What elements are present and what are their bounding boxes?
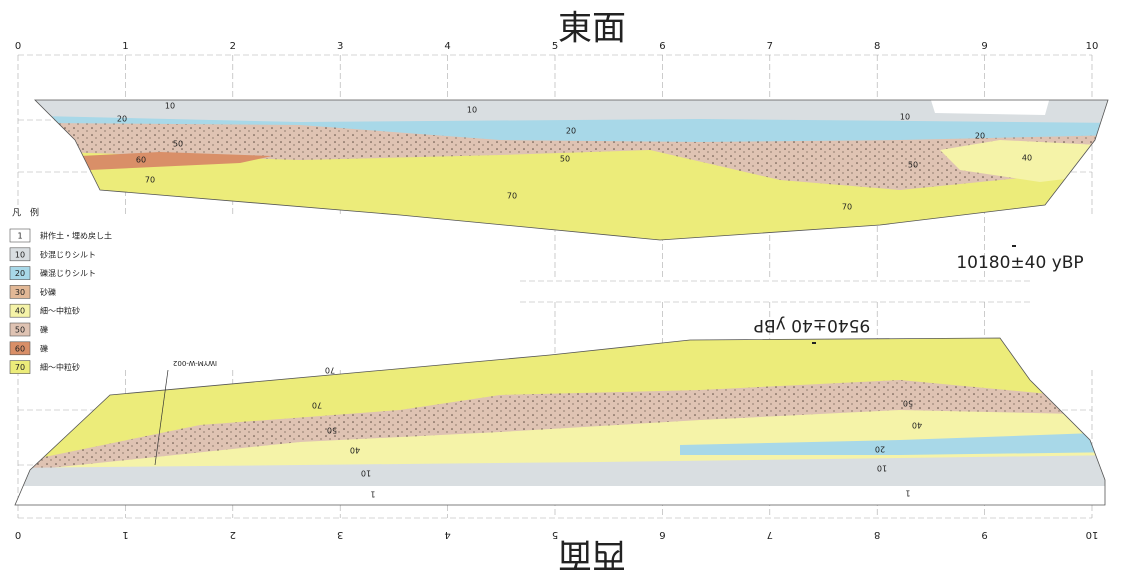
scale-label: 5 xyxy=(552,529,558,540)
scale-label: 3 xyxy=(337,529,343,540)
scale-label: 7 xyxy=(767,41,773,52)
layer-label: 70 xyxy=(312,401,322,410)
legend-code: 50 xyxy=(15,326,25,335)
scale-label: 10 xyxy=(1086,529,1099,540)
legend-code: 20 xyxy=(15,269,25,278)
title-west: 西面 xyxy=(558,535,626,575)
legend-label: 細～中粒砂 xyxy=(40,362,80,372)
sample-mark xyxy=(812,342,816,344)
section-diagram: 東面西面 0 1 2 3 4 5 6 7 8 9 10 0 1 2 3 4 5 6 7 8 9 10 凡 例 1 耕作土・埋め戻し… xyxy=(0,0,1124,574)
scale-label: 2 xyxy=(230,41,236,52)
layer-label: 50 xyxy=(908,161,918,170)
layer-label: 70 xyxy=(325,366,335,375)
scale-label: 6 xyxy=(659,529,665,540)
layer-label: 40 xyxy=(912,421,922,430)
scale-label: 9 xyxy=(981,41,987,52)
layer-label: 10 xyxy=(361,469,371,478)
layer-label: 50 xyxy=(560,155,570,164)
legend-label: 砂礫 xyxy=(40,287,56,297)
layer-label: 50 xyxy=(903,399,913,408)
scale-label: 1 xyxy=(122,529,128,540)
scale-label: 4 xyxy=(444,529,450,540)
scale-label: 3 xyxy=(337,41,343,52)
layer-label: 1 xyxy=(905,489,910,498)
legend-code: 40 xyxy=(15,307,25,316)
layer-label: 50 xyxy=(173,140,183,149)
legend-code: 10 xyxy=(15,250,25,259)
layer-label: 20 xyxy=(566,127,576,136)
layer-label: 10 xyxy=(467,106,477,115)
legend-label: 礫 xyxy=(40,325,48,335)
legend-code: 1 xyxy=(17,232,22,241)
legend-title: 凡 例 xyxy=(12,207,39,219)
legend-code: 60 xyxy=(15,344,25,353)
layer-label: 70 xyxy=(842,203,852,212)
date-east: 10180±40 yBP xyxy=(956,253,1083,273)
scale-label: 4 xyxy=(444,41,450,52)
layer-label: 10 xyxy=(165,102,175,111)
layer-label: 20 xyxy=(875,445,885,454)
scale-label: 8 xyxy=(874,41,880,52)
scale-label: 9 xyxy=(981,529,987,540)
layer-label: 70 xyxy=(507,192,517,201)
layer-label: 60 xyxy=(136,156,146,165)
layer-label: 10 xyxy=(900,113,910,122)
scale-label: 0 xyxy=(15,529,21,540)
legend-label: 礫混じりシルト xyxy=(40,268,96,278)
legend-code: 70 xyxy=(15,363,25,372)
layer-label: 20 xyxy=(117,115,127,124)
sample-label: IWYM-W-002 xyxy=(173,359,217,367)
title-east: 東面 xyxy=(558,9,626,49)
layer-label: 20 xyxy=(975,132,985,141)
scale-label: 7 xyxy=(767,529,773,540)
layer-label: 10 xyxy=(877,464,887,473)
date-west: 9540±40 yBP xyxy=(754,315,871,335)
scale-label: 2 xyxy=(230,529,236,540)
legend-label: 礫 xyxy=(40,343,48,353)
legend-label: 耕作土・埋め戻し土 xyxy=(40,231,112,241)
layer-label: 40 xyxy=(350,446,360,455)
east-section xyxy=(0,90,1124,250)
layer-label: 40 xyxy=(1022,154,1032,163)
legend-code: 30 xyxy=(15,288,25,297)
layer-label: 1 xyxy=(370,490,375,499)
legend-label: 砂混じりシルト xyxy=(40,249,96,259)
scale-label: 1 xyxy=(122,41,128,52)
legend-label: 細～中粒砂 xyxy=(40,306,80,316)
scale-label: 10 xyxy=(1086,41,1099,52)
sample-mark xyxy=(1012,245,1016,247)
scale-label: 8 xyxy=(874,529,880,540)
layer-label: 70 xyxy=(145,176,155,185)
scale-label: 6 xyxy=(659,41,665,52)
west-section xyxy=(0,330,1124,510)
scale-label: 5 xyxy=(552,41,558,52)
layer-label: 50 xyxy=(327,426,337,435)
scale-label: 0 xyxy=(15,41,21,52)
